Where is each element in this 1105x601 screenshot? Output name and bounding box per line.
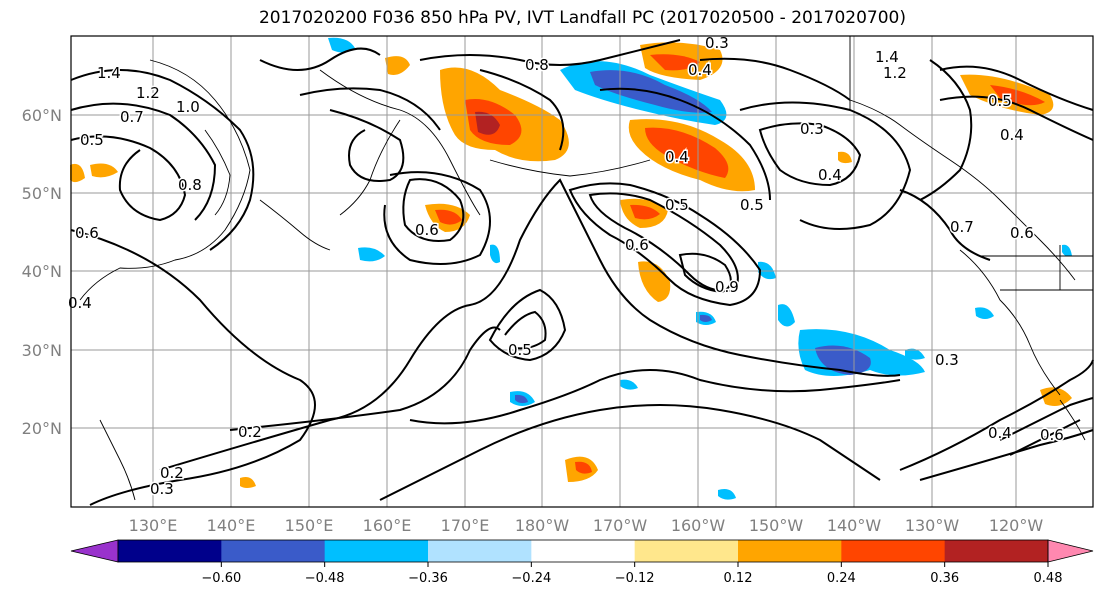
lon-label: 170°E	[441, 516, 490, 535]
colorbar-segment	[841, 540, 946, 562]
lon-label: 120°W	[989, 516, 1044, 535]
lon-label: 170°W	[593, 516, 648, 535]
colorbar-outline	[117, 539, 1049, 563]
contour-label: 0.5	[740, 196, 764, 214]
contour-label: 0.3	[800, 120, 824, 138]
colorbar-extend-high	[1047, 539, 1094, 563]
colorbar-tick-label: −0.24	[511, 571, 551, 586]
lat-label: 50°N	[22, 184, 62, 203]
lon-label: 140°W	[827, 516, 882, 535]
graticule	[71, 36, 1093, 507]
lon-label: 160°E	[363, 516, 412, 535]
colorbar-segment	[324, 540, 429, 562]
contour-label: 0.3	[935, 351, 959, 369]
contour-label: 0.9	[715, 278, 739, 296]
colorbar-segment	[221, 540, 326, 562]
contour-label: 1.4	[97, 64, 121, 82]
colorbar-tick-label: −0.12	[615, 571, 655, 586]
lon-label: 150°W	[749, 516, 804, 535]
contour-label: 0.6	[1010, 224, 1034, 242]
latitude-labels: 60°N 50°N 40°N 30°N 20°N	[22, 106, 62, 438]
contour-label: 0.5	[80, 131, 104, 149]
lon-label: 160°W	[671, 516, 726, 535]
colorbar-segment	[738, 540, 842, 562]
lon-label: 130°W	[905, 516, 960, 535]
contour-labels: 1.4 1.2 1.0 0.7 0.5 0.6 0.8 0.4 0.5 0.6 …	[67, 33, 1066, 500]
colorbar-extend-low	[70, 539, 119, 563]
contour-label: 0.4	[688, 61, 712, 79]
lat-label: 20°N	[22, 419, 62, 438]
contour-label: 0.4	[665, 148, 689, 166]
map-frame	[70, 35, 1094, 508]
lon-label: 140°E	[207, 516, 256, 535]
lat-label: 40°N	[22, 262, 62, 281]
lat-label: 30°N	[22, 341, 62, 360]
longitude-labels: 130°E 140°E 150°E 160°E 170°E 180°W 170°…	[129, 516, 1044, 535]
colorbar-tick-label: 0.12	[724, 571, 753, 586]
colorbar-tick-label: −0.36	[408, 571, 448, 586]
lon-label: 180°W	[515, 516, 570, 535]
contour-label: 0.4	[818, 166, 842, 184]
contour-label: 0.7	[120, 108, 144, 126]
colorbar-tick-label: −0.60	[201, 571, 241, 586]
contour-label: 0.6	[625, 236, 649, 254]
contour-label: 0.8	[178, 176, 202, 194]
contour-label: 0.7	[950, 218, 974, 236]
lon-label: 130°E	[129, 516, 178, 535]
contour-label: 0.8	[525, 56, 549, 74]
pv-contours	[70, 39, 1094, 506]
contour-label: 1.0	[176, 98, 200, 116]
contour-label: 0.5	[508, 341, 532, 359]
contour-label: 0.6	[75, 224, 99, 242]
contour-label: 0.6	[1040, 426, 1064, 444]
colorbar-segment	[634, 540, 739, 562]
contour-label: 1.2	[136, 84, 160, 102]
colorbar-segment	[118, 540, 222, 562]
colorbar-tick-label: −0.48	[305, 571, 345, 586]
colorbar-tick-label: 0.48	[1034, 571, 1063, 586]
contour-label: 1.2	[883, 64, 907, 82]
colorbar-tick-labels: −0.60 −0.48 −0.36 −0.24 −0.12 0.12 0.24 0.36 0.4…	[201, 562, 1063, 586]
contour-label: 0.3	[150, 480, 174, 498]
colorbar-segment	[428, 540, 532, 562]
colorbar-segment	[944, 540, 1049, 562]
contour-label: 0.3	[705, 34, 729, 52]
contour-label: 0.2	[238, 423, 262, 441]
contour-label: 0.5	[665, 196, 689, 214]
map-title: 2017020200 F036 850 hPa PV, IVT Landfall…	[258, 8, 906, 28]
colorbar	[70, 539, 1094, 563]
coastlines	[79, 36, 1093, 501]
contour-label: 0.4	[988, 424, 1012, 442]
colorbar-segment	[531, 540, 636, 562]
colorbar-tick-label: 0.36	[930, 571, 959, 586]
lat-label: 60°N	[22, 106, 62, 125]
contour-label: 0.2	[160, 464, 184, 482]
lon-label: 150°E	[285, 516, 334, 535]
contour-label: 0.4	[1000, 126, 1024, 144]
contour-label: 0.4	[68, 294, 92, 312]
contour-label: 1.4	[875, 48, 899, 66]
contour-label: 0.5	[988, 92, 1012, 110]
contour-label: 0.6	[415, 221, 439, 239]
colorbar-tick-label: 0.24	[827, 571, 856, 586]
